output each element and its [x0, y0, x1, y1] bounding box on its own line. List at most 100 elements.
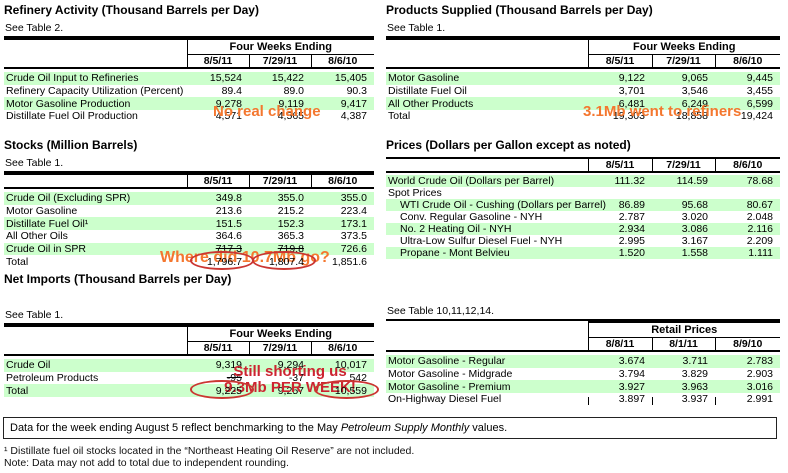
header-spacer-cell: [386, 337, 588, 352]
cell-value: 3.020: [681, 211, 708, 223]
retail-prices-section: See Table 10,11,12,14. Retail Prices 8/8/…: [386, 291, 781, 406]
row-label: All Other Products: [388, 97, 474, 110]
cell-value: 9,417: [340, 97, 367, 110]
table-dates-row: 8/5/11 7/29/11 8/6/10: [386, 157, 780, 173]
section-divider: [386, 319, 780, 321]
row-label: Total: [6, 255, 29, 268]
row-label: World Crude Oil (Dollars per Barrel): [388, 175, 555, 187]
cell-value: 18,858: [675, 110, 708, 123]
cell-value: 80.67: [746, 199, 773, 211]
row-label: No. 2 Heating Oil - NYH: [400, 223, 512, 235]
cell-value: 4,565: [277, 110, 304, 123]
row-label: All Other Oils: [6, 230, 68, 243]
cell-value: 10,559: [311, 380, 379, 399]
column-group-header: Four Weeks Ending: [587, 38, 780, 55]
cell-value: 9,278: [215, 97, 242, 110]
cell-value: 89.4: [221, 85, 242, 98]
table-row: Propane - Mont Belvieu 1.520 1.558 1.111: [386, 247, 780, 259]
column-header-date: 8/6/10: [310, 341, 374, 356]
cell-value: 542: [349, 372, 367, 385]
cell-value: 2.934: [618, 223, 645, 235]
column-header-date: 7/29/11: [651, 157, 715, 173]
column-header-date: 8/5/11: [587, 157, 652, 173]
products-supplied-section: Products Supplied (Thousand Barrels per …: [386, 4, 780, 123]
row-label: Motor Gasoline: [388, 72, 460, 85]
cell-value: 2.787: [618, 211, 645, 223]
cell-value: 2.048: [746, 211, 773, 223]
column-group-header: Retail Prices: [587, 321, 781, 338]
cell-value: 9,294: [277, 359, 304, 372]
cell-value: 1,796.7: [187, 251, 254, 270]
section-title: Stocks (Million Barrels): [4, 138, 138, 152]
row-label: Petroleum Products: [6, 372, 99, 385]
row-label: Motor Gasoline - Regular: [388, 355, 506, 368]
column-divider-stub: [652, 397, 653, 405]
cell-value: 1.520: [618, 247, 645, 259]
cell-value: 726.6: [340, 243, 367, 256]
table-row: Crude Oil (Excluding SPR) 349.8 355.0 355.0: [4, 192, 374, 205]
cell-value: [715, 187, 780, 199]
cell-value: 355.0: [277, 192, 304, 205]
row-label: Motor Gasoline: [6, 205, 78, 218]
cell-value: 114.59: [676, 175, 708, 187]
cell-value: [588, 187, 652, 199]
table-row: Crude Oil Input to Refineries 15,524 15,42…: [4, 72, 374, 85]
row-label: Motor Gasoline - Midgrade: [388, 368, 513, 381]
footnote-distillate: ¹ Distillate fuel oil stocks located in …: [4, 445, 415, 457]
cell-value: 2.903: [746, 368, 774, 381]
column-header-date: 7/29/11: [651, 54, 715, 69]
header-spacer-cell: [4, 325, 187, 341]
cell-value: 15,524: [209, 72, 242, 85]
column-header-date: 8/5/11: [186, 341, 249, 356]
row-label: Distillate Fuel Oil: [388, 85, 467, 98]
table-dates-row: 8/5/11 7/29/11 8/6/10: [4, 173, 374, 189]
column-header-date: 8/5/11: [186, 54, 249, 69]
cell-value: 15,422: [271, 72, 304, 85]
row-label: Conv. Regular Gasoline - NYH: [400, 211, 543, 223]
cell-value: 2.209: [746, 235, 773, 247]
cell-value: 3,701: [618, 85, 645, 98]
cell-value: 355.0: [340, 192, 367, 205]
row-label: Spot Prices: [388, 187, 442, 199]
cell-value: 364.6: [215, 230, 242, 243]
table-row: WTI Crude Oil - Cushing (Dollars per Bar…: [386, 199, 780, 211]
column-header-date: 7/29/11: [248, 341, 311, 356]
cell-value: 3.086: [681, 223, 708, 235]
see-table-note: See Table 2.: [5, 22, 64, 34]
table-row: Motor Gasoline 213.6 215.2 223.4: [4, 205, 374, 218]
cell-value: 2.116: [747, 223, 774, 235]
table-row: Spot Prices: [386, 187, 780, 199]
row-label: WTI Crude Oil - Cushing (Dollars per Bar…: [400, 199, 606, 211]
cell-value: 349.8: [215, 192, 242, 205]
cell-value: 9,065: [681, 72, 708, 85]
data-table: Four Weeks Ending 8/5/11 7/29/11 8/6/10 Crud…: [4, 325, 379, 399]
data-table: Retail Prices 8/8/11 8/1/11 8/9/10 Motor Gas…: [386, 321, 781, 406]
header-spacer-cell: [4, 173, 187, 189]
header-spacer-cell: [386, 322, 588, 337]
row-label: Crude Oil in SPR: [6, 243, 86, 256]
cell-value: 1.558: [681, 247, 708, 259]
net-imports-section: Net Imports (Thousand Barrels per Day) S…: [4, 272, 379, 399]
cell-value: 3.711: [682, 355, 709, 368]
table-row: Distillate Fuel Oil¹ 151.5 152.3 173.1: [4, 217, 374, 231]
cell-value: 10,017: [334, 359, 367, 372]
table-row: Motor Gasoline - Midgrade 3.794 3.829 2.903: [386, 368, 780, 381]
refinery-activity-section: Refinery Activity (Thousand Barrels per …: [4, 4, 374, 123]
cell-value: 2.995: [618, 235, 645, 247]
cell-value: 6,481: [618, 97, 645, 110]
table-row: Refinery Capacity Utilization (Percent) 8…: [4, 85, 374, 98]
cell-value: [652, 187, 715, 199]
cell-value: 3.963: [681, 380, 708, 393]
table-row: All Other Products 6,481 6,249 6,599: [386, 97, 780, 111]
cell-value: 9,257: [277, 384, 304, 397]
cell-value: 4,571: [215, 110, 242, 123]
table-dates-row: 8/5/11 7/29/11 8/6/10: [386, 54, 780, 69]
benchmark-note-box: Data for the week ending August 5 reflec…: [3, 417, 777, 439]
section-title: Net Imports (Thousand Barrels per Day): [4, 272, 232, 286]
table-row: Total 9,225 9,257 10,559: [4, 380, 379, 399]
row-label: Total: [6, 384, 29, 397]
table-header-row: Retail Prices: [386, 321, 781, 338]
header-spacer-cell: [4, 54, 187, 69]
cell-value: 9,445: [746, 72, 773, 85]
cell-value: 2.783: [746, 355, 774, 368]
